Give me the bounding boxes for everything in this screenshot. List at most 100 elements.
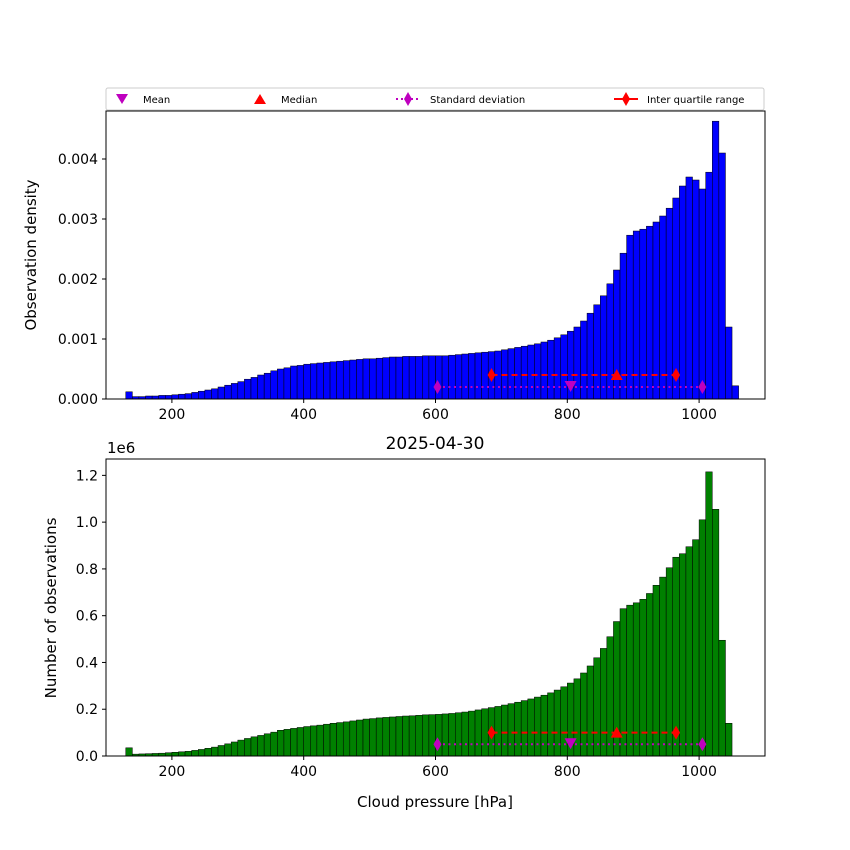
density-iqr-high-marker [672, 368, 681, 382]
median-marker-icon [254, 94, 266, 104]
density-bar [692, 179, 700, 400]
density-bar [303, 363, 311, 400]
density-bar [705, 171, 713, 400]
density-bar [224, 384, 232, 400]
count-y-axis-label: Number of observations [42, 517, 60, 698]
count-bar [224, 743, 232, 757]
density-bar [171, 394, 179, 400]
density-bar [468, 353, 476, 400]
density-bar [375, 357, 384, 400]
density-bar [270, 370, 278, 400]
count-x-ticks: 200 400 600 800 1000 [159, 756, 717, 780]
count-x-tick-label: 800 [554, 764, 581, 780]
count-bar [573, 678, 581, 757]
density-bar [534, 343, 542, 400]
density-x-tick-label: 800 [554, 407, 581, 423]
density-bar [646, 225, 654, 400]
std-diamond-icon [404, 92, 412, 106]
density-mean-marker [564, 381, 577, 392]
count-bar [296, 727, 304, 757]
count-bar [244, 738, 252, 757]
density-stat-markers [433, 368, 707, 394]
count-bar [395, 716, 403, 757]
count-bar [290, 728, 298, 757]
count-y-tick-label: 1.2 [76, 468, 98, 484]
density-iqr-low-marker [487, 368, 496, 382]
count-bar [283, 729, 291, 757]
density-std-low-marker [433, 380, 442, 394]
count-bar [501, 704, 509, 757]
legend: Mean Median Standard deviation Inter qua… [105, 87, 765, 111]
count-bar [277, 730, 285, 757]
count-bar [725, 723, 733, 757]
count-bar [705, 471, 713, 757]
density-bar [237, 381, 245, 400]
density-x-tick-label: 1000 [681, 407, 717, 423]
density-std-high-marker [698, 380, 707, 394]
density-x-ticks: 200 400 600 800 1000 [159, 399, 717, 423]
density-panel: 200 400 600 800 1000 0.0000.0010.0020.0030.0… [22, 110, 766, 423]
count-bar [342, 721, 351, 757]
density-bar [481, 351, 489, 400]
density-bar [422, 355, 430, 400]
density-bar [514, 347, 522, 400]
count-bar [184, 751, 192, 757]
legend-label-mean: Mean [143, 95, 170, 106]
count-median-marker [610, 726, 623, 738]
density-bar [474, 352, 482, 400]
count-bar [435, 714, 443, 757]
count-bar [553, 689, 561, 757]
count-bar [468, 710, 476, 757]
density-bar [455, 354, 463, 400]
count-bar [652, 585, 660, 757]
count-bar [665, 567, 673, 757]
density-median-marker [610, 369, 623, 380]
density-bar [573, 326, 581, 400]
density-bar [712, 120, 720, 400]
count-y-ticks: 0.0 0.2 0.4 0.6 0.8 1.0 1.2 [76, 468, 106, 765]
density-bar [408, 356, 416, 400]
legend-label-iqr: Inter quartile range [647, 95, 744, 106]
legend-item-std: Standard deviation [396, 92, 525, 106]
count-bar [408, 715, 416, 757]
count-bar [217, 745, 225, 757]
legend-frame [105, 87, 765, 111]
count-bar [415, 715, 423, 757]
count-x-tick-label: 200 [159, 764, 186, 780]
mean-marker-icon [116, 94, 128, 104]
count-x-tick-label: 400 [290, 764, 317, 780]
density-bar [296, 365, 304, 400]
count-bar [375, 717, 384, 757]
density-bar [507, 348, 515, 400]
density-bar [257, 374, 265, 400]
legend-label-median: Median [281, 95, 317, 106]
count-y-tick-label: 0.0 [76, 749, 98, 765]
count-bar [718, 639, 726, 757]
count-bars [125, 471, 733, 757]
density-bar [665, 207, 673, 400]
count-bar [230, 741, 239, 757]
density-bar [632, 230, 641, 400]
count-bar [316, 724, 324, 757]
count-bar [362, 718, 370, 757]
density-bar [547, 339, 555, 400]
density-bar [290, 365, 298, 400]
count-bar [125, 747, 133, 757]
count-iqr-high-marker [672, 725, 681, 740]
count-bar [349, 720, 357, 757]
density-bar [349, 359, 357, 400]
legend-item-mean: Mean [116, 94, 170, 106]
density-bar [718, 152, 726, 400]
count-bar [455, 712, 463, 757]
density-bar [125, 391, 133, 400]
legend-item-iqr: Inter quartile range [614, 92, 744, 106]
density-y-ticks: 0.000 0.001 0.002 0.003 0.004 [58, 152, 106, 408]
count-bar [237, 739, 245, 757]
density-x-tick-label: 400 [290, 407, 317, 423]
count-bar [263, 733, 272, 757]
density-bar [217, 386, 225, 400]
count-bar [329, 723, 337, 757]
density-y-tick-label: 0.004 [58, 152, 98, 168]
density-bar [184, 393, 192, 400]
count-bar [600, 648, 608, 757]
